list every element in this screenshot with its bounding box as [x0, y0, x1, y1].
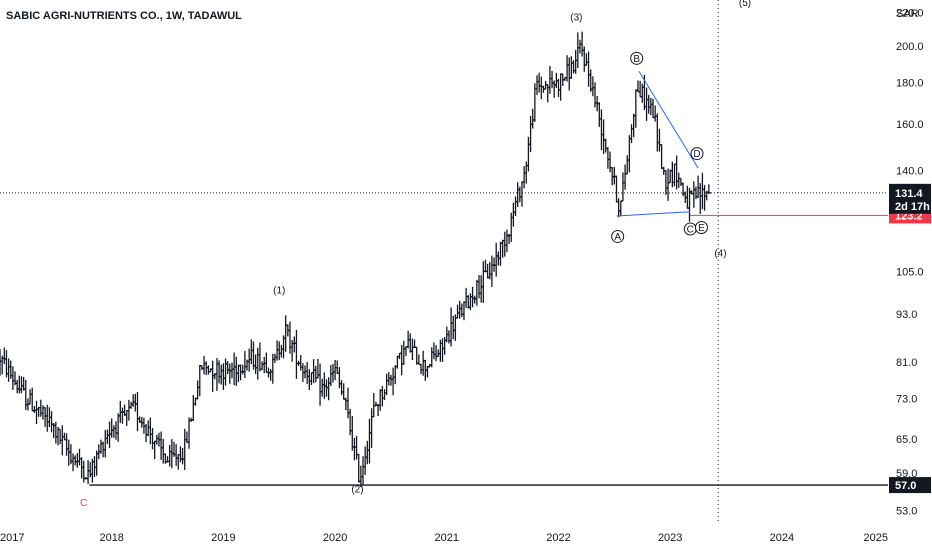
circled-wave-label-text: A — [614, 232, 621, 243]
y-tick-label: 65.0 — [896, 434, 917, 446]
y-tick-label: 93.0 — [896, 309, 917, 321]
triangle-trendline[interactable] — [616, 211, 691, 217]
triangle-trendline[interactable] — [638, 70, 699, 169]
circled-wave-label: C — [683, 222, 697, 236]
x-tick-label: 2018 — [99, 532, 123, 544]
x-tick-label: 2022 — [546, 532, 570, 544]
y-tick-label: 73.0 — [896, 394, 917, 406]
wave-label: (4) — [714, 249, 726, 260]
circled-wave-label: E — [694, 221, 708, 235]
y-tick-label: 59.0 — [896, 468, 917, 480]
wave-label: (1) — [273, 286, 285, 297]
x-tick-label: 2021 — [435, 532, 459, 544]
y-tick-label: 140.0 — [896, 166, 924, 178]
wave-label: (3) — [570, 13, 582, 24]
y-tick-label: 105.0 — [896, 266, 924, 278]
circled-wave-label: D — [690, 147, 704, 161]
chart-title: SABIC AGRI-NUTRIENTS CO., 1W, TADAWUL — [6, 10, 242, 22]
y-tick-label: 220.0 — [896, 7, 924, 19]
last-price-badge — [889, 183, 931, 214]
wave-label: (2) — [351, 485, 363, 496]
y-tick-label: 53.0 — [896, 506, 917, 518]
wave-label: C — [80, 498, 87, 509]
bar-countdown-text: 2d 17h — [895, 201, 930, 213]
circled-wave-label-text: B — [633, 54, 640, 65]
circled-wave-label-text: C — [687, 224, 694, 235]
x-tick-label: 2019 — [211, 532, 235, 544]
x-tick-label: 2023 — [658, 532, 682, 544]
currency-label: SAR — [896, 8, 919, 20]
circled-wave-label: A — [611, 229, 625, 243]
last-price-text: 131.4 — [895, 188, 923, 200]
y-tick-label: 81.0 — [896, 357, 917, 369]
x-tick-label: 2020 — [323, 532, 347, 544]
circled-wave-label: B — [630, 51, 644, 65]
x-tick-label: 2017 — [0, 532, 24, 544]
x-tick-label: 2024 — [770, 532, 794, 544]
y-tick-label: 200.0 — [896, 41, 924, 53]
level-badge-text: 57.0 — [895, 480, 916, 492]
circled-wave-label-text: E — [698, 223, 705, 234]
x-tick-label: 2025 — [864, 532, 888, 544]
y-tick-label: 180.0 — [896, 78, 924, 90]
circled-wave-label-text: D — [693, 149, 700, 160]
wave-label: (5) — [739, 0, 751, 9]
level-badge — [889, 477, 931, 494]
y-tick-label: 160.0 — [896, 119, 924, 131]
